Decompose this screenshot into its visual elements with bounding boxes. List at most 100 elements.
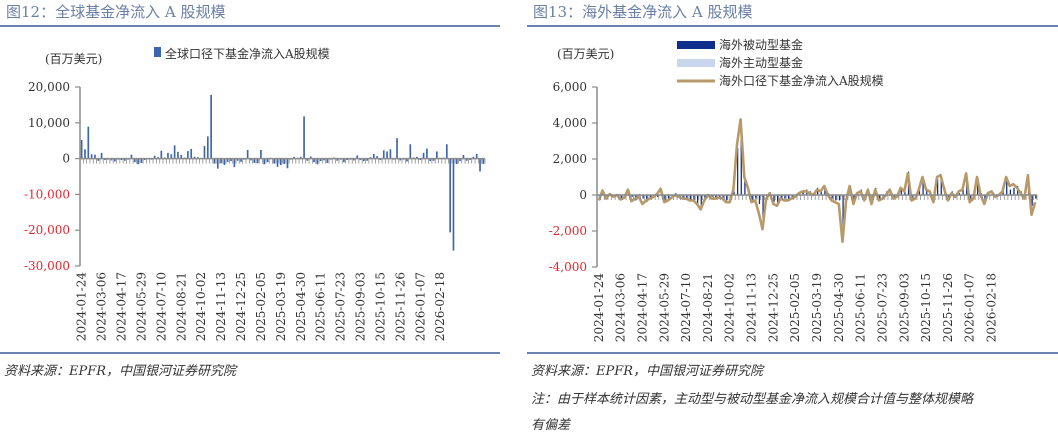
bar — [133, 158, 136, 163]
bar — [266, 158, 269, 163]
bar-passive — [700, 195, 702, 208]
bar — [376, 156, 378, 159]
bar-passive — [1013, 187, 1015, 195]
x-tick-label: 2025-02-05 — [788, 273, 802, 342]
bar — [389, 149, 392, 159]
bar-passive — [646, 195, 648, 203]
bar-passive — [642, 195, 644, 199]
bar — [316, 158, 319, 165]
bar — [452, 158, 455, 251]
bar — [286, 158, 289, 169]
right-title-divider — [527, 25, 1058, 27]
x-tick-label: 2024-05-29 — [657, 273, 671, 342]
bar — [303, 116, 305, 159]
bar-passive — [631, 195, 633, 197]
bar — [445, 144, 448, 159]
bar — [97, 158, 100, 161]
bar-passive — [1006, 177, 1008, 195]
x-tick-label: 2025-04-30 — [294, 272, 308, 341]
bar-passive — [937, 178, 939, 195]
bar — [273, 158, 276, 164]
bar — [220, 158, 222, 164]
bar-passive — [1031, 195, 1033, 206]
bar-passive — [1035, 195, 1037, 199]
bar-passive — [780, 195, 782, 199]
x-tick-label: 2024-01-24 — [592, 273, 606, 343]
bar-passive — [686, 195, 688, 199]
x-tick-label: 2024-01-24 — [75, 272, 89, 342]
y-tick-label: -20,000 — [24, 223, 70, 237]
left-legend: 全球口径下基金净流入A股规模 — [154, 46, 330, 61]
x-tick-label: 2025-02-05 — [254, 272, 268, 341]
bar — [465, 158, 468, 161]
bar — [210, 94, 212, 159]
bar — [283, 158, 285, 164]
bar-passive — [958, 193, 961, 195]
bar — [193, 156, 196, 159]
bar — [206, 136, 209, 159]
x-tick-label: 2025-10-15 — [919, 273, 933, 342]
bar-passive — [940, 177, 942, 195]
bar-passive — [762, 195, 764, 224]
bar — [230, 158, 232, 162]
bar — [306, 158, 309, 161]
bar — [319, 158, 322, 162]
bar — [223, 158, 226, 166]
bar — [455, 158, 458, 164]
left-title-divider — [0, 25, 500, 27]
bar-passive — [737, 148, 739, 195]
bar-passive — [882, 195, 884, 197]
right-figure: 图13：海外基金净流入 A 股规模 (百万美元) 海外被动型基金 海外主动型基金… — [527, 0, 1058, 438]
bar — [233, 158, 236, 168]
bar-passive — [722, 195, 724, 198]
bar — [406, 158, 408, 162]
x-tick-label: 2025-11-26 — [393, 272, 407, 341]
right-y-axis: 6,000 4,000 2,000 0 -2,000 -4,000 — [549, 80, 598, 274]
bar — [87, 126, 90, 159]
bar-passive — [726, 195, 728, 201]
right-unit-label: (百万美元) — [557, 47, 614, 61]
bar-passive — [682, 195, 684, 199]
bar-passive — [667, 195, 670, 199]
x-tick-label: 2026-02-18 — [433, 272, 447, 341]
y-tick-label: 6,000 — [553, 80, 587, 94]
x-tick-label: 2026-01-07 — [963, 273, 977, 342]
bar-passive — [791, 195, 793, 197]
left-chart: (百万美元) 全球口径下基金净流入A股规模 20,000 10,000 0 -10,0… — [24, 46, 486, 342]
bar — [363, 158, 365, 162]
bar-passive — [984, 195, 986, 201]
bar — [216, 158, 219, 169]
right-legend-label-passive: 海外被动型基金 — [719, 37, 803, 52]
bar — [299, 156, 302, 159]
x-tick-label: 2024-08-21 — [701, 273, 715, 342]
bar-passive — [820, 191, 822, 195]
y-tick-label: 0 — [62, 152, 70, 166]
bar — [173, 145, 176, 159]
bar — [326, 158, 329, 163]
bar — [160, 150, 163, 159]
bar-passive — [740, 119, 742, 195]
bar — [246, 150, 249, 159]
bar-passive — [900, 187, 902, 195]
x-tick-label: 2024-10-02 — [194, 272, 208, 341]
bar-passive — [853, 195, 855, 201]
x-tick-label: 2024-04-17 — [635, 273, 649, 342]
bar — [140, 158, 143, 163]
bar — [426, 148, 428, 159]
x-tick-label: 2025-07-23 — [334, 272, 348, 341]
bar-passive — [831, 195, 833, 199]
bar — [475, 153, 478, 159]
bar — [100, 152, 103, 159]
bar — [432, 158, 435, 161]
bar — [422, 152, 425, 159]
left-legend-label: 全球口径下基金净流入A股规模 — [165, 46, 330, 61]
bar-passive — [751, 195, 753, 201]
bar — [177, 151, 179, 159]
y-tick-label: 0 — [579, 188, 587, 202]
bar — [479, 158, 481, 172]
bar — [462, 155, 465, 159]
bar-passive — [787, 195, 790, 201]
bar — [170, 154, 173, 159]
bar-passive — [693, 195, 695, 201]
bar — [382, 150, 385, 159]
